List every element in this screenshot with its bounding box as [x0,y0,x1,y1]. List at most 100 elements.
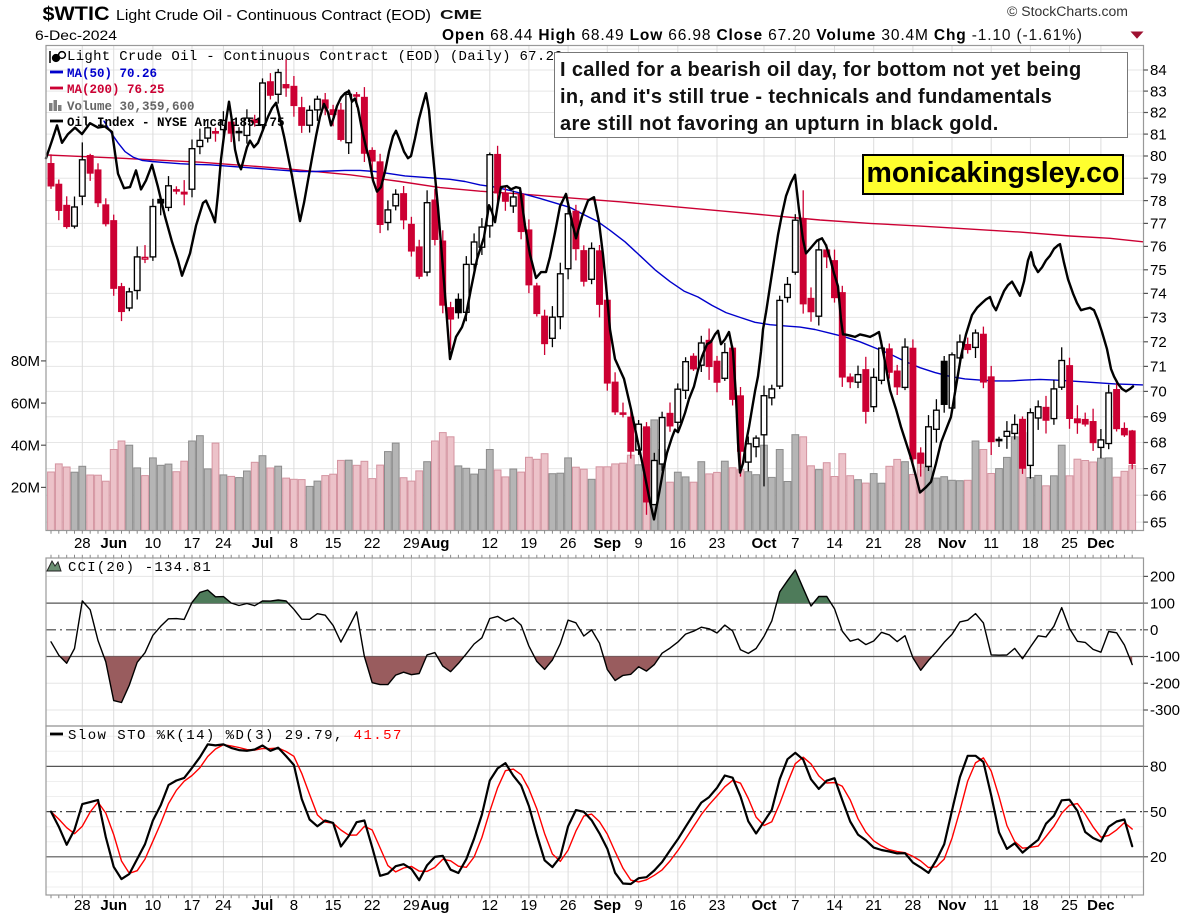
svg-text:Oct: Oct [751,535,776,552]
svg-text:-200: -200 [1150,675,1180,692]
svg-text:21: 21 [865,897,882,914]
svg-text:© StockCharts.com: © StockCharts.com [1007,4,1128,19]
svg-text:76: 76 [1150,239,1167,256]
svg-text:75: 75 [1150,262,1167,279]
svg-text:22: 22 [364,897,381,914]
svg-text:Oct: Oct [751,897,776,914]
svg-text:Jun: Jun [100,897,127,914]
svg-text:9: 9 [634,535,642,552]
svg-text:Aug: Aug [420,535,449,552]
svg-text:10: 10 [145,897,162,914]
svg-text:11: 11 [983,897,999,914]
svg-text:Nov: Nov [938,535,967,552]
svg-text:MA(50) 70.26: MA(50) 70.26 [67,67,157,81]
svg-text:83: 83 [1150,83,1167,100]
svg-text:Aug: Aug [420,897,449,914]
svg-text:71: 71 [1150,359,1167,376]
svg-text:26: 26 [560,897,577,914]
svg-text:16: 16 [669,897,686,914]
svg-text:66: 66 [1150,487,1167,504]
svg-text:19: 19 [521,897,538,914]
svg-text:78: 78 [1150,193,1167,210]
svg-text:Dec: Dec [1087,535,1115,552]
svg-text:CCI(20) -134.81: CCI(20) -134.81 [68,560,212,576]
svg-text:28: 28 [905,535,922,552]
svg-text:19: 19 [521,535,538,552]
svg-text:9: 9 [634,897,642,914]
svg-text:16: 16 [669,535,686,552]
svg-text:Light Crude Oil - Continuous C: Light Crude Oil - Continuous Contract (E… [116,7,431,24]
svg-text:-300: -300 [1150,702,1180,719]
svg-text:28: 28 [74,535,91,552]
svg-text:14: 14 [826,535,843,552]
svg-text:17: 17 [184,897,201,914]
svg-text:20: 20 [1150,849,1167,866]
svg-text:7: 7 [791,897,799,914]
svg-text:Sep: Sep [594,897,622,914]
svg-text:21: 21 [865,535,882,552]
svg-text:25: 25 [1061,897,1078,914]
svg-text:67: 67 [1150,461,1167,478]
svg-text:25: 25 [1061,535,1078,552]
svg-text:68: 68 [1150,435,1167,452]
svg-text:84: 84 [1150,62,1167,79]
svg-text:Jul: Jul [252,535,274,552]
svg-text:81: 81 [1150,126,1167,143]
svg-text:Dec: Dec [1087,897,1115,914]
svg-text:100: 100 [1150,595,1175,612]
svg-text:8: 8 [290,897,298,914]
svg-text:41.57: 41.57 [354,728,403,744]
svg-text:Volume 30,359,600: Volume 30,359,600 [67,100,195,114]
svg-text:Nov: Nov [938,897,967,914]
svg-text:Open 68.44 High 68.49 Low 66.9: Open 68.44 High 68.49 Low 66.98 Close 67… [442,27,1083,44]
svg-text:74: 74 [1150,286,1167,303]
svg-text:80: 80 [1150,148,1167,165]
svg-text:20M: 20M [11,480,40,497]
svg-text:Slow STO %K(14) %D(3) 29.79,: Slow STO %K(14) %D(3) 29.79, [68,728,344,744]
svg-text:70: 70 [1150,384,1167,401]
svg-text:29: 29 [403,535,420,552]
svg-text:200: 200 [1150,569,1175,586]
svg-text:17: 17 [184,535,201,552]
svg-text:72: 72 [1150,334,1167,351]
svg-text:29: 29 [403,897,420,914]
svg-text:22: 22 [364,535,381,552]
svg-text:28: 28 [905,897,922,914]
svg-text:18: 18 [1022,897,1039,914]
svg-text:82: 82 [1150,105,1167,122]
svg-text:10: 10 [145,535,162,552]
svg-text:69: 69 [1150,409,1167,426]
svg-text:18: 18 [1022,535,1039,552]
svg-text:Jul: Jul [252,897,274,914]
svg-text:73: 73 [1150,310,1167,327]
svg-text:24: 24 [215,535,232,552]
svg-text:8: 8 [290,535,298,552]
svg-text:80M: 80M [11,353,40,370]
svg-text:65: 65 [1150,514,1167,531]
svg-text:CME: CME [440,8,482,22]
svg-text:79: 79 [1150,170,1167,187]
svg-text:15: 15 [325,535,342,552]
svg-text:Sep: Sep [594,535,622,552]
svg-text:12: 12 [481,897,498,914]
svg-text:12: 12 [481,535,498,552]
svg-text:24: 24 [215,897,232,914]
svg-text:23: 23 [709,535,726,552]
svg-text:15: 15 [325,897,342,914]
svg-text:11: 11 [983,535,999,552]
svg-text:80: 80 [1150,759,1167,776]
svg-text:Jun: Jun [100,535,127,552]
svg-text:MA(200) 76.25: MA(200) 76.25 [67,83,165,97]
svg-text:0: 0 [1150,622,1158,639]
svg-text:Light Crude Oil - Continuous C: Light Crude Oil - Continuous Contract (E… [67,49,563,65]
svg-text:-100: -100 [1150,649,1180,666]
svg-text:28: 28 [74,897,91,914]
svg-text:$WTIC: $WTIC [43,4,110,25]
svg-text:60M: 60M [11,395,40,412]
svg-text:50: 50 [1150,804,1167,821]
svg-text:26: 26 [560,535,577,552]
svg-text:6-Dec-2024: 6-Dec-2024 [35,28,118,43]
svg-text:77: 77 [1150,216,1167,233]
svg-text:Oil Index - NYSE Arca 1851.75: Oil Index - NYSE Arca 1851.75 [67,116,285,130]
svg-text:23: 23 [709,897,726,914]
